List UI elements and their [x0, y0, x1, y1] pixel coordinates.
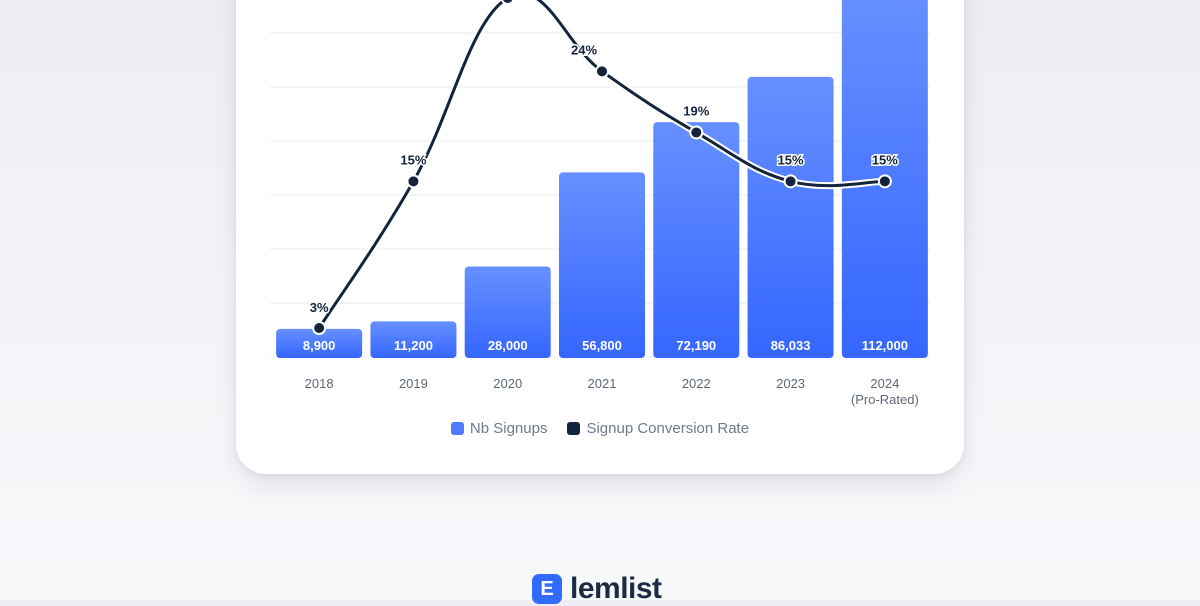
- bar-value-label-2020: 28,000: [488, 338, 528, 353]
- bar-2023: [747, 76, 834, 358]
- bar-2019: [370, 321, 457, 358]
- x-tick-sublabel-2024: (Pro-Rated): [851, 392, 919, 407]
- conversion-point-2023: [783, 174, 798, 189]
- conversion-value-label-2022: 19%: [683, 103, 709, 118]
- conversion-value-label-2019: 15%: [400, 152, 426, 167]
- bar-value-label-2023: 86,033: [771, 338, 811, 353]
- legend-item-signups[interactable]: Nb Signups: [450, 420, 548, 437]
- x-tick-label-2022: 2022: [682, 376, 711, 391]
- bar-value-label-2018: 8,900: [303, 338, 336, 353]
- x-tick-label-2024: 2024: [870, 376, 899, 391]
- conversion-point-2019: [406, 174, 421, 189]
- conversion-value-label-2021: 24%: [571, 42, 597, 57]
- legend-item-conversion[interactable]: Signup Conversion Rate: [567, 420, 749, 437]
- bar-value-label-2021: 56,800: [582, 338, 622, 353]
- conversion-point-2020: [501, 0, 515, 5]
- bar-value-label-2024: 112,000: [862, 338, 908, 353]
- lemlist-logo-icon: E: [532, 574, 562, 604]
- bars: [276, 0, 928, 359]
- bar-2020: [464, 266, 551, 358]
- bar-value-label-2019: 11,200: [394, 338, 433, 353]
- conversion-point-2018: [312, 321, 327, 335]
- x-tick-label-2019: 2019: [399, 376, 428, 391]
- conversion-point-2022: [689, 125, 704, 140]
- x-tick-label-2018: 2018: [305, 376, 334, 391]
- legend-label-signups: Nb Signups: [469, 420, 548, 437]
- x-tick-label-2020: 2020: [493, 376, 522, 391]
- conversion-value-label-2024: 15%: [872, 152, 898, 167]
- legend-swatch-conversion: [567, 422, 581, 435]
- brand-logo[interactable]: E lemlist: [532, 572, 662, 606]
- conversion-point-2024: [877, 174, 892, 189]
- conversion-line: [312, 0, 892, 335]
- legend-label-conversion: Signup Conversion Rate: [586, 420, 750, 437]
- bar-2018: [276, 328, 363, 358]
- labels: 8,900 2018 11,200 2019 28,000 2020 56,800 2021 7…: [303, 41, 919, 407]
- bar-2022: [653, 122, 740, 359]
- conversion-point-2021: [595, 64, 609, 79]
- conversion-value-label-2018: 3%: [310, 300, 329, 315]
- x-tick-label-2021: 2021: [588, 376, 617, 391]
- conversion-line-path: [317, 0, 887, 330]
- bar-2021: [559, 172, 645, 358]
- legend: Nb Signups Signup Conversion Rate: [0, 420, 1200, 437]
- conversion-value-label-2023: 15%: [778, 152, 804, 167]
- legend-swatch-signups: [450, 422, 464, 435]
- x-tick-label-2023: 2023: [776, 376, 805, 391]
- bar-value-label-2022: 72,190: [676, 338, 716, 353]
- brand-name: lemlist: [570, 572, 662, 605]
